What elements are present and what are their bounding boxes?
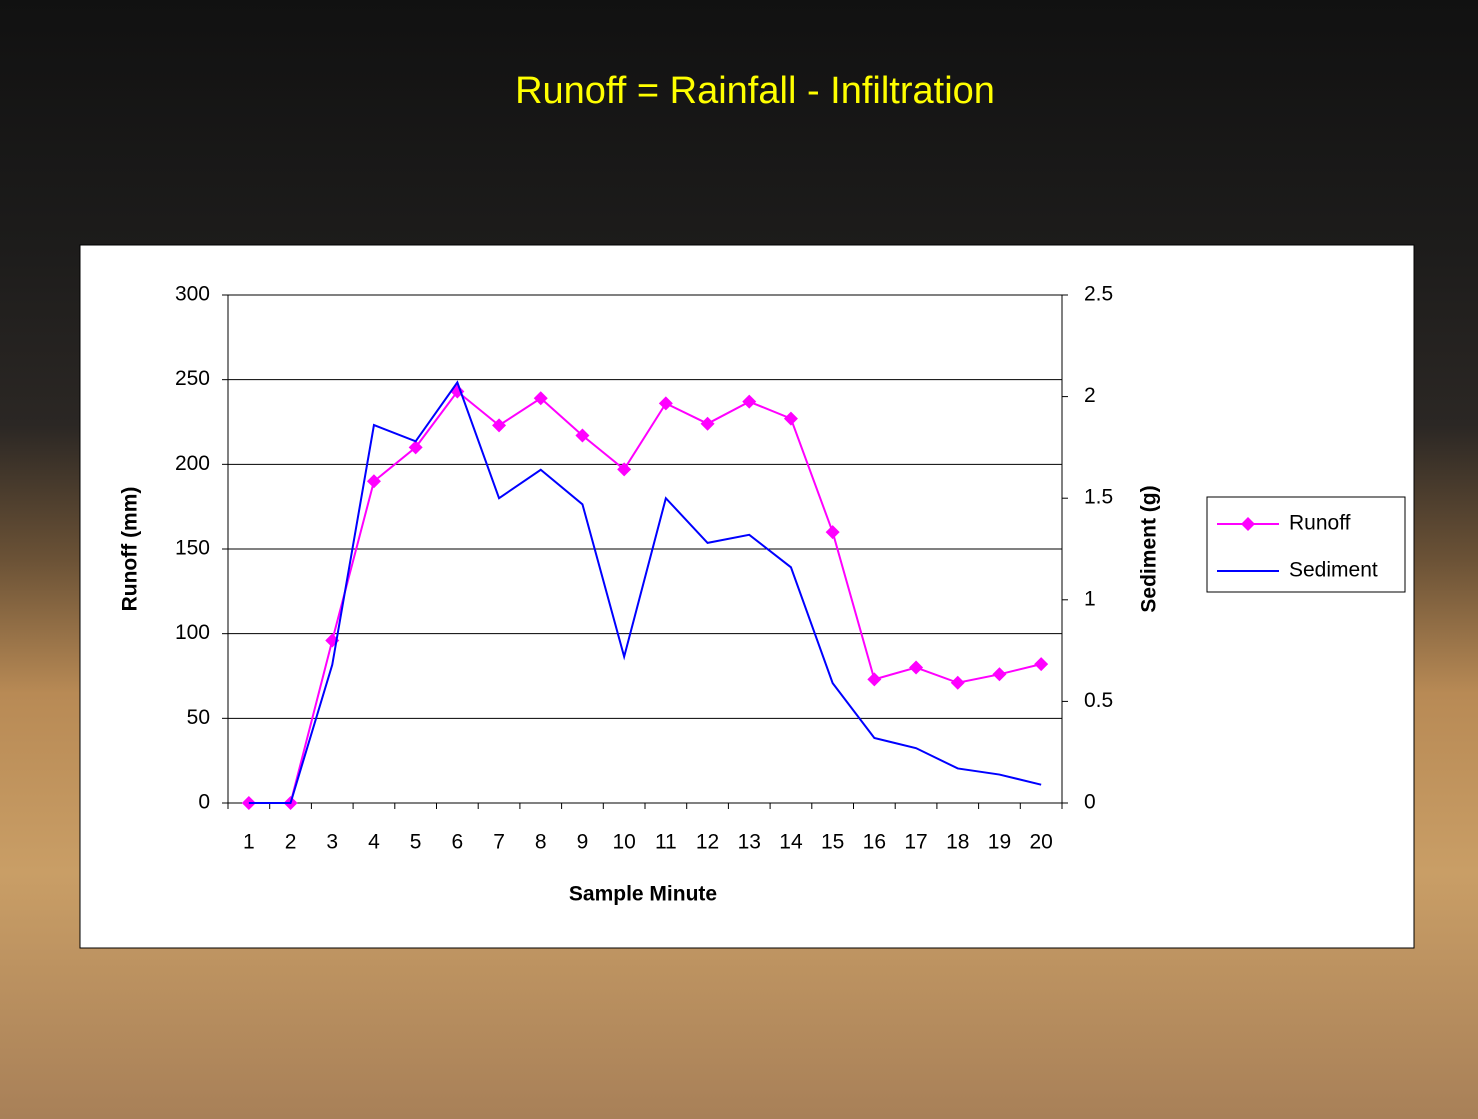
y-tick-label: 250: [175, 367, 210, 390]
y-tick-label: 0: [198, 791, 210, 814]
x-tick-label: 6: [452, 831, 464, 854]
x-tick-label: 9: [577, 831, 589, 854]
x-tick-label: 8: [535, 831, 547, 854]
y2-tick-label: 1.5: [1084, 486, 1113, 509]
x-tick-label: 18: [946, 831, 969, 854]
x-tick-label: 14: [779, 831, 803, 854]
x-tick-label: 17: [904, 831, 927, 854]
y-tick-label: 50: [187, 706, 210, 729]
x-tick-label: 16: [863, 831, 886, 854]
x-tick-label: 11: [655, 831, 677, 854]
x-tick-label: 15: [821, 831, 844, 854]
y2-tick-label: 1: [1084, 587, 1096, 610]
y-tick-label: 300: [175, 283, 210, 306]
x-tick-label: 1: [243, 831, 255, 854]
x-tick-label: 20: [1029, 831, 1052, 854]
y2-tick-label: 2: [1084, 384, 1096, 407]
x-tick-label: 5: [410, 831, 422, 854]
x-tick-label: 12: [696, 831, 719, 854]
y2-tick-label: 2.5: [1084, 283, 1113, 306]
legend-label: Runoff: [1289, 512, 1351, 535]
x-tick-label: 7: [493, 831, 505, 854]
y-axis-title: Runoff (mm): [119, 487, 142, 612]
legend-label: Sediment: [1289, 559, 1378, 582]
x-tick-label: 4: [368, 831, 380, 854]
slide: Runoff = Rainfall - Infiltration Sample …: [0, 0, 1478, 1119]
x-tick-label: 10: [612, 831, 635, 854]
y2-axis-title: Sediment (g): [1138, 485, 1161, 612]
chart-title: Runoff = Rainfall - Infiltration: [515, 70, 995, 112]
y-tick-label: 100: [175, 621, 210, 644]
y-tick-label: 200: [175, 452, 210, 475]
x-axis-title: Sample Minute: [569, 883, 717, 906]
y-tick-label: 150: [175, 537, 210, 560]
chart: Runoff = Rainfall - Infiltration Sample …: [0, 0, 1478, 1119]
y2-tick-label: 0: [1084, 791, 1096, 814]
x-tick-label: 3: [326, 831, 338, 854]
y2-tick-label: 0.5: [1084, 689, 1113, 712]
x-tick-label: 2: [285, 831, 297, 854]
x-tick-label: 19: [988, 831, 1011, 854]
x-tick-label: 13: [738, 831, 761, 854]
